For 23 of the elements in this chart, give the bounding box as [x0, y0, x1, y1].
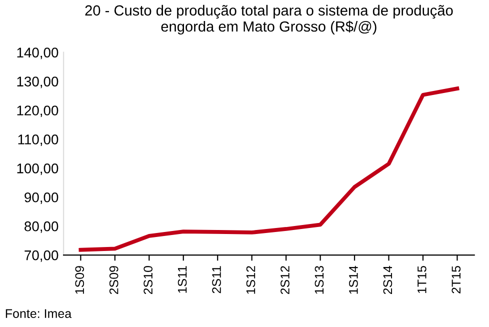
- x-tick-label: 1S11: [178, 266, 187, 293]
- y-tick-label: 110,00: [18, 134, 58, 146]
- y-tick-label: 90,00: [24, 192, 58, 204]
- x-tick-label: 2S10: [144, 266, 152, 294]
- chart-title: 20 - Custo de produção total para o sistema de produção engorda em Mato Grosso (R$/@): [85, 4, 453, 35]
- x-tick-label: 2T15: [452, 266, 461, 294]
- x-tick-label: 2S11: [212, 266, 221, 294]
- x-tick-label: 1T15: [418, 266, 426, 294]
- y-tick-label: 140,00: [17, 48, 58, 60]
- x-tick-label: 2S14: [383, 266, 392, 294]
- x-tick-label: 1S14: [349, 266, 358, 294]
- x-tick-label: 2S09: [109, 266, 118, 294]
- y-tick-label: 70,00: [24, 250, 58, 262]
- y-tick-label: 130,00: [17, 76, 58, 88]
- source-note: Fonte: Imea: [6, 309, 72, 318]
- x-tick-label: 1S12: [246, 266, 256, 294]
- x-tick-label: 1S09: [75, 266, 84, 294]
- line-series: [78, 86, 460, 252]
- x-tick-label: 1S13: [314, 266, 324, 294]
- x-tick-label: 2S12: [280, 266, 290, 294]
- y-tick-label: 80,00: [24, 221, 58, 233]
- y-tick-label: 100,00: [17, 164, 58, 175]
- y-tick-label: 120,00: [17, 106, 58, 118]
